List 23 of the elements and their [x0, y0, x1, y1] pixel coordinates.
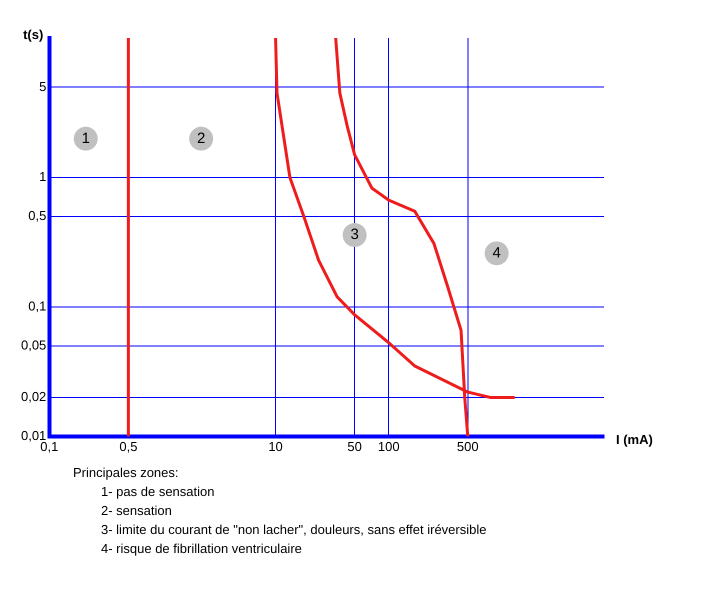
x-tick-label: 100 [378, 438, 400, 454]
annotation: 4 [492, 244, 501, 262]
x-tick-label: 500 [456, 438, 479, 454]
x-tick-label: 10 [268, 438, 283, 454]
x-tick-label: 0,5 [119, 438, 138, 454]
y-axis-title: t(s) [23, 27, 44, 42]
y-tick-label: 1 [39, 169, 46, 184]
y-tick-label: 0,1 [28, 298, 46, 314]
y-tick-label: 0,05 [20, 338, 46, 353]
y-tick-label: 0,02 [20, 389, 46, 404]
y-tick-label: 5 [39, 78, 46, 94]
text: 2- sensation [101, 502, 173, 520]
y-tick-label: 0,5 [28, 208, 46, 224]
annotation: 2 [197, 130, 206, 147]
text: 3- limite du courant de "non lacher", douleurs, sans effet iréversible [101, 521, 488, 539]
y-tick-label: 0,01 [20, 428, 46, 443]
x-axis-title: I (mA) [616, 432, 653, 447]
text: Principales zones: [73, 464, 180, 482]
annotation: 3 [350, 226, 359, 244]
text: 1- pas de sensation [101, 483, 216, 501]
text: 4- risque de fibrillation ventriculaire [101, 540, 303, 558]
x-tick-label: 50 [347, 438, 362, 454]
annotation: 1 [82, 130, 90, 147]
